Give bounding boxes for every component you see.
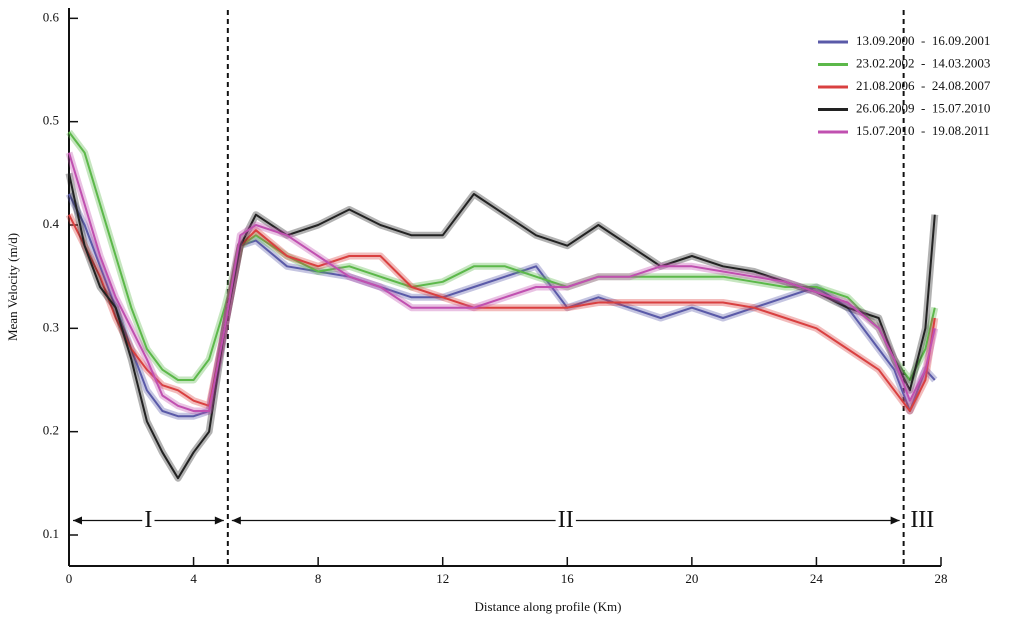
confidence-band bbox=[66, 129, 939, 384]
confidence-band bbox=[65, 213, 939, 415]
legend-label: 21.08.2006 - 24.08.2007 bbox=[856, 78, 991, 93]
series-line bbox=[68, 131, 936, 381]
region-label: I bbox=[144, 507, 152, 533]
series-line bbox=[68, 214, 936, 412]
x-tick-label: 4 bbox=[190, 571, 197, 586]
x-tick-label: 12 bbox=[436, 571, 449, 586]
series-line bbox=[68, 152, 936, 412]
x-axis-label: Distance along profile (Km) bbox=[475, 599, 622, 614]
x-tick-label: 20 bbox=[685, 571, 698, 586]
x-tick-label: 8 bbox=[315, 571, 322, 586]
y-tick-label: 0.6 bbox=[43, 9, 60, 24]
y-axis-label: Mean Velocity (m/d) bbox=[5, 233, 20, 341]
y-tick-label: 0.4 bbox=[43, 216, 60, 231]
y-tick-label: 0.5 bbox=[43, 113, 59, 128]
x-tick-label: 28 bbox=[935, 571, 948, 586]
legend-label: 13.09.2000 - 16.09.2001 bbox=[856, 33, 990, 48]
region-label: II bbox=[558, 507, 574, 533]
y-tick-label: 0.2 bbox=[43, 423, 59, 438]
arrow-head bbox=[890, 516, 900, 525]
legend-label: 23.02.2002 - 14.03.2003 bbox=[856, 55, 990, 70]
y-tick-label: 0.1 bbox=[43, 526, 59, 541]
y-tick-label: 0.3 bbox=[43, 319, 59, 334]
x-tick-label: 24 bbox=[810, 571, 824, 586]
region-label: III bbox=[910, 507, 934, 533]
x-tick-label: 0 bbox=[66, 571, 73, 586]
x-tick-label: 16 bbox=[561, 571, 575, 586]
arrow-head bbox=[214, 516, 224, 525]
legend-label: 26.06.2009 - 15.07.2010 bbox=[856, 100, 990, 115]
legend-label: 15.07.2010 - 19.08.2011 bbox=[856, 123, 990, 138]
arrow-head bbox=[231, 516, 241, 525]
arrow-head bbox=[73, 516, 82, 525]
